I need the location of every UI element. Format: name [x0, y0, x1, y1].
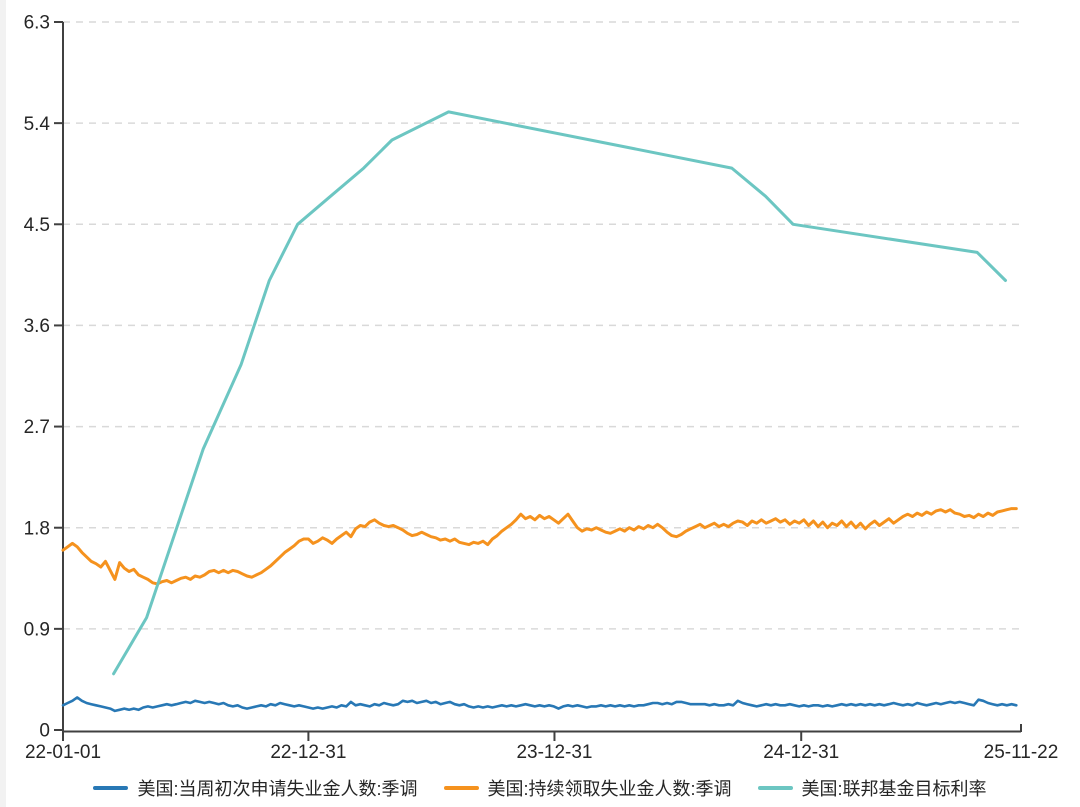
- legend-line-swatch: [443, 786, 479, 790]
- legend-item-0[interactable]: 美国:当周初次申请失业金人数:季调: [93, 775, 418, 801]
- y-tick-label-5.4: 5.4: [24, 114, 51, 135]
- plot-area: 0 0.9 1.8 2.7 3.6 4.5 5.4 6.3 22-01-01 22-12-31 23…: [24, 13, 1059, 763]
- y-tick-label-2.7: 2.7: [24, 417, 50, 438]
- legend-item-1[interactable]: 美国:持续领取失业金人数:季调: [443, 775, 732, 801]
- x-tick-label-22-01-01: 22-01-01: [25, 742, 101, 763]
- y-tick-label-6.3: 6.3: [24, 13, 50, 34]
- y-tick-label-0: 0: [39, 721, 50, 742]
- legend-label: 美国:当周初次申请失业金人数:季调: [137, 779, 418, 799]
- y-tick-label-0.9: 0.9: [24, 620, 50, 641]
- page-edge-strip: [0, 0, 6, 807]
- series-line-1: [61, 507, 1018, 586]
- x-tick-label-22-12-31: 22-12-31: [270, 742, 346, 763]
- y-tick-label-1.8: 1.8: [24, 518, 50, 539]
- x-tick-label-23-12-31: 23-12-31: [516, 742, 592, 763]
- legend-label: 美国:持续领取失业金人数:季调: [487, 779, 732, 799]
- series-line-2: [112, 110, 1007, 676]
- legend-line-swatch: [93, 786, 129, 790]
- x-tick-label-24-12-31: 24-12-31: [763, 742, 839, 763]
- y-tick-label-4.5: 4.5: [24, 215, 50, 236]
- legend-line-swatch: [757, 786, 793, 790]
- chart-legend: 美国:当周初次申请失业金人数:季调 美国:持续领取失业金人数:季调 美国:联邦基金目…: [0, 772, 1080, 804]
- series-line-0: [61, 696, 1018, 713]
- legend-label: 美国:联邦基金目标利率: [801, 779, 987, 799]
- legend-item-2[interactable]: 美国:联邦基金目标利率: [757, 775, 987, 801]
- y-tick-label-3.6: 3.6: [24, 316, 50, 337]
- x-tick-label-25-11-22: 25-11-22: [984, 742, 1059, 763]
